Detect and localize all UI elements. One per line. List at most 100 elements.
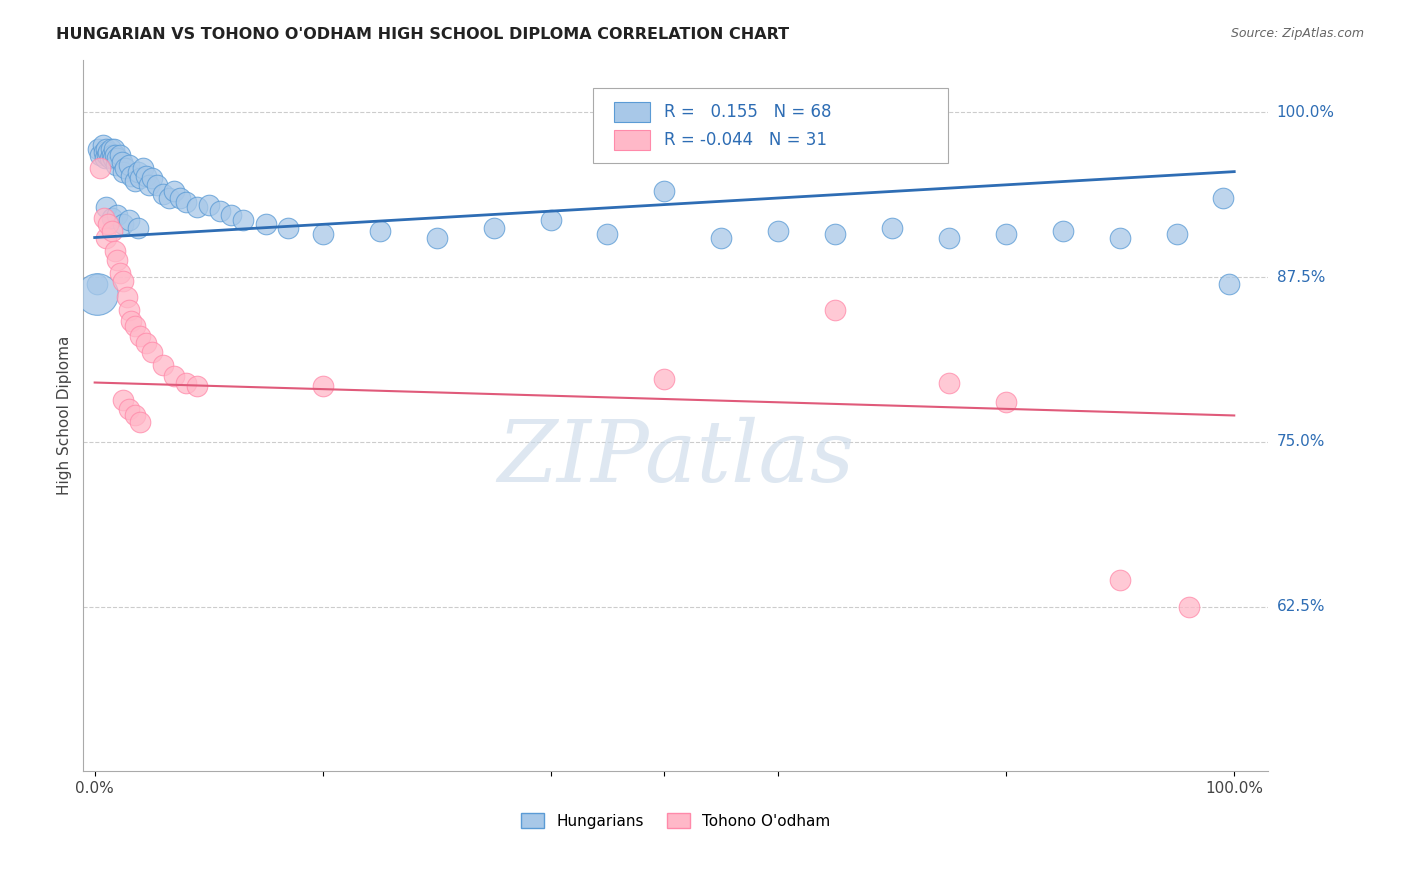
Text: 100.0%: 100.0% [1277, 105, 1334, 120]
Point [97, 145, 120, 159]
Point [163, 185, 186, 199]
Point [146, 178, 169, 192]
Point [87, 142, 110, 156]
Point [112, 392, 135, 407]
Point [1212, 191, 1234, 205]
Point [135, 169, 157, 183]
Point [1218, 277, 1240, 291]
Point [131, 161, 153, 175]
Point [91, 138, 114, 153]
Point [103, 142, 125, 156]
Point [277, 221, 299, 235]
Point [368, 224, 391, 238]
Point [938, 230, 960, 244]
Point [152, 359, 174, 373]
Point [152, 187, 174, 202]
Point [101, 224, 124, 238]
Point [118, 213, 141, 227]
Point [311, 227, 333, 241]
Point [124, 174, 146, 188]
Point [86, 287, 108, 301]
Point [98, 152, 121, 166]
Point [120, 169, 142, 183]
Point [254, 218, 277, 232]
Point [710, 230, 733, 244]
Point [1166, 227, 1188, 241]
Point [141, 171, 163, 186]
Point [311, 379, 333, 393]
Text: 62.5%: 62.5% [1277, 599, 1326, 614]
Point [127, 221, 149, 235]
Legend: Hungarians, Tohono O'odham: Hungarians, Tohono O'odham [515, 806, 837, 835]
Point [654, 371, 676, 385]
Text: Source: ZipAtlas.com: Source: ZipAtlas.com [1230, 27, 1364, 40]
Text: R = -0.044   N = 31: R = -0.044 N = 31 [664, 131, 827, 149]
Point [221, 208, 243, 222]
Point [824, 303, 846, 318]
Point [232, 213, 254, 227]
Point [938, 376, 960, 390]
Point [882, 221, 904, 235]
Point [115, 290, 138, 304]
Point [174, 194, 197, 209]
Point [105, 158, 128, 172]
Point [101, 152, 124, 166]
Point [1177, 599, 1199, 614]
Point [118, 158, 141, 172]
Point [97, 218, 120, 232]
Point [124, 318, 146, 333]
Point [94, 200, 117, 214]
Point [112, 274, 135, 288]
Point [654, 185, 676, 199]
Point [138, 178, 160, 192]
Point [186, 379, 208, 393]
Point [1109, 573, 1132, 587]
Point [129, 329, 152, 343]
Point [186, 200, 208, 214]
Bar [614, 130, 650, 150]
Point [208, 204, 231, 219]
Point [100, 142, 122, 156]
Point [540, 213, 562, 227]
Point [129, 415, 152, 429]
Point [94, 142, 117, 156]
Point [127, 164, 149, 178]
Point [107, 152, 129, 166]
Point [93, 211, 115, 225]
Point [118, 401, 141, 416]
Text: ZIPatlas: ZIPatlas [498, 417, 855, 500]
Point [425, 230, 447, 244]
Text: R =   0.155   N = 68: R = 0.155 N = 68 [664, 103, 831, 120]
Point [169, 191, 191, 205]
Point [174, 376, 197, 390]
Point [596, 227, 619, 241]
Text: HUNGARIAN VS TOHONO O'ODHAM HIGH SCHOOL DIPLOMA CORRELATION CHART: HUNGARIAN VS TOHONO O'ODHAM HIGH SCHOOL … [56, 27, 789, 42]
FancyBboxPatch shape [593, 88, 949, 163]
Point [94, 152, 117, 166]
Bar [614, 102, 650, 121]
Point [118, 303, 141, 318]
Point [107, 208, 129, 222]
Point [1109, 230, 1132, 244]
Point [163, 368, 186, 383]
Text: 87.5%: 87.5% [1277, 269, 1324, 285]
Point [89, 147, 111, 161]
Point [101, 147, 124, 161]
Point [86, 277, 108, 291]
Point [114, 161, 136, 175]
Point [482, 221, 505, 235]
Point [995, 227, 1018, 241]
Point [197, 197, 219, 211]
Point [108, 266, 131, 280]
Point [111, 155, 134, 169]
Point [112, 218, 135, 232]
Point [107, 252, 129, 267]
Text: 75.0%: 75.0% [1277, 434, 1324, 450]
Point [104, 147, 127, 161]
Point [141, 345, 163, 359]
Point [94, 230, 117, 244]
Point [112, 164, 135, 178]
Point [129, 171, 152, 186]
Point [995, 395, 1018, 409]
Point [96, 147, 118, 161]
